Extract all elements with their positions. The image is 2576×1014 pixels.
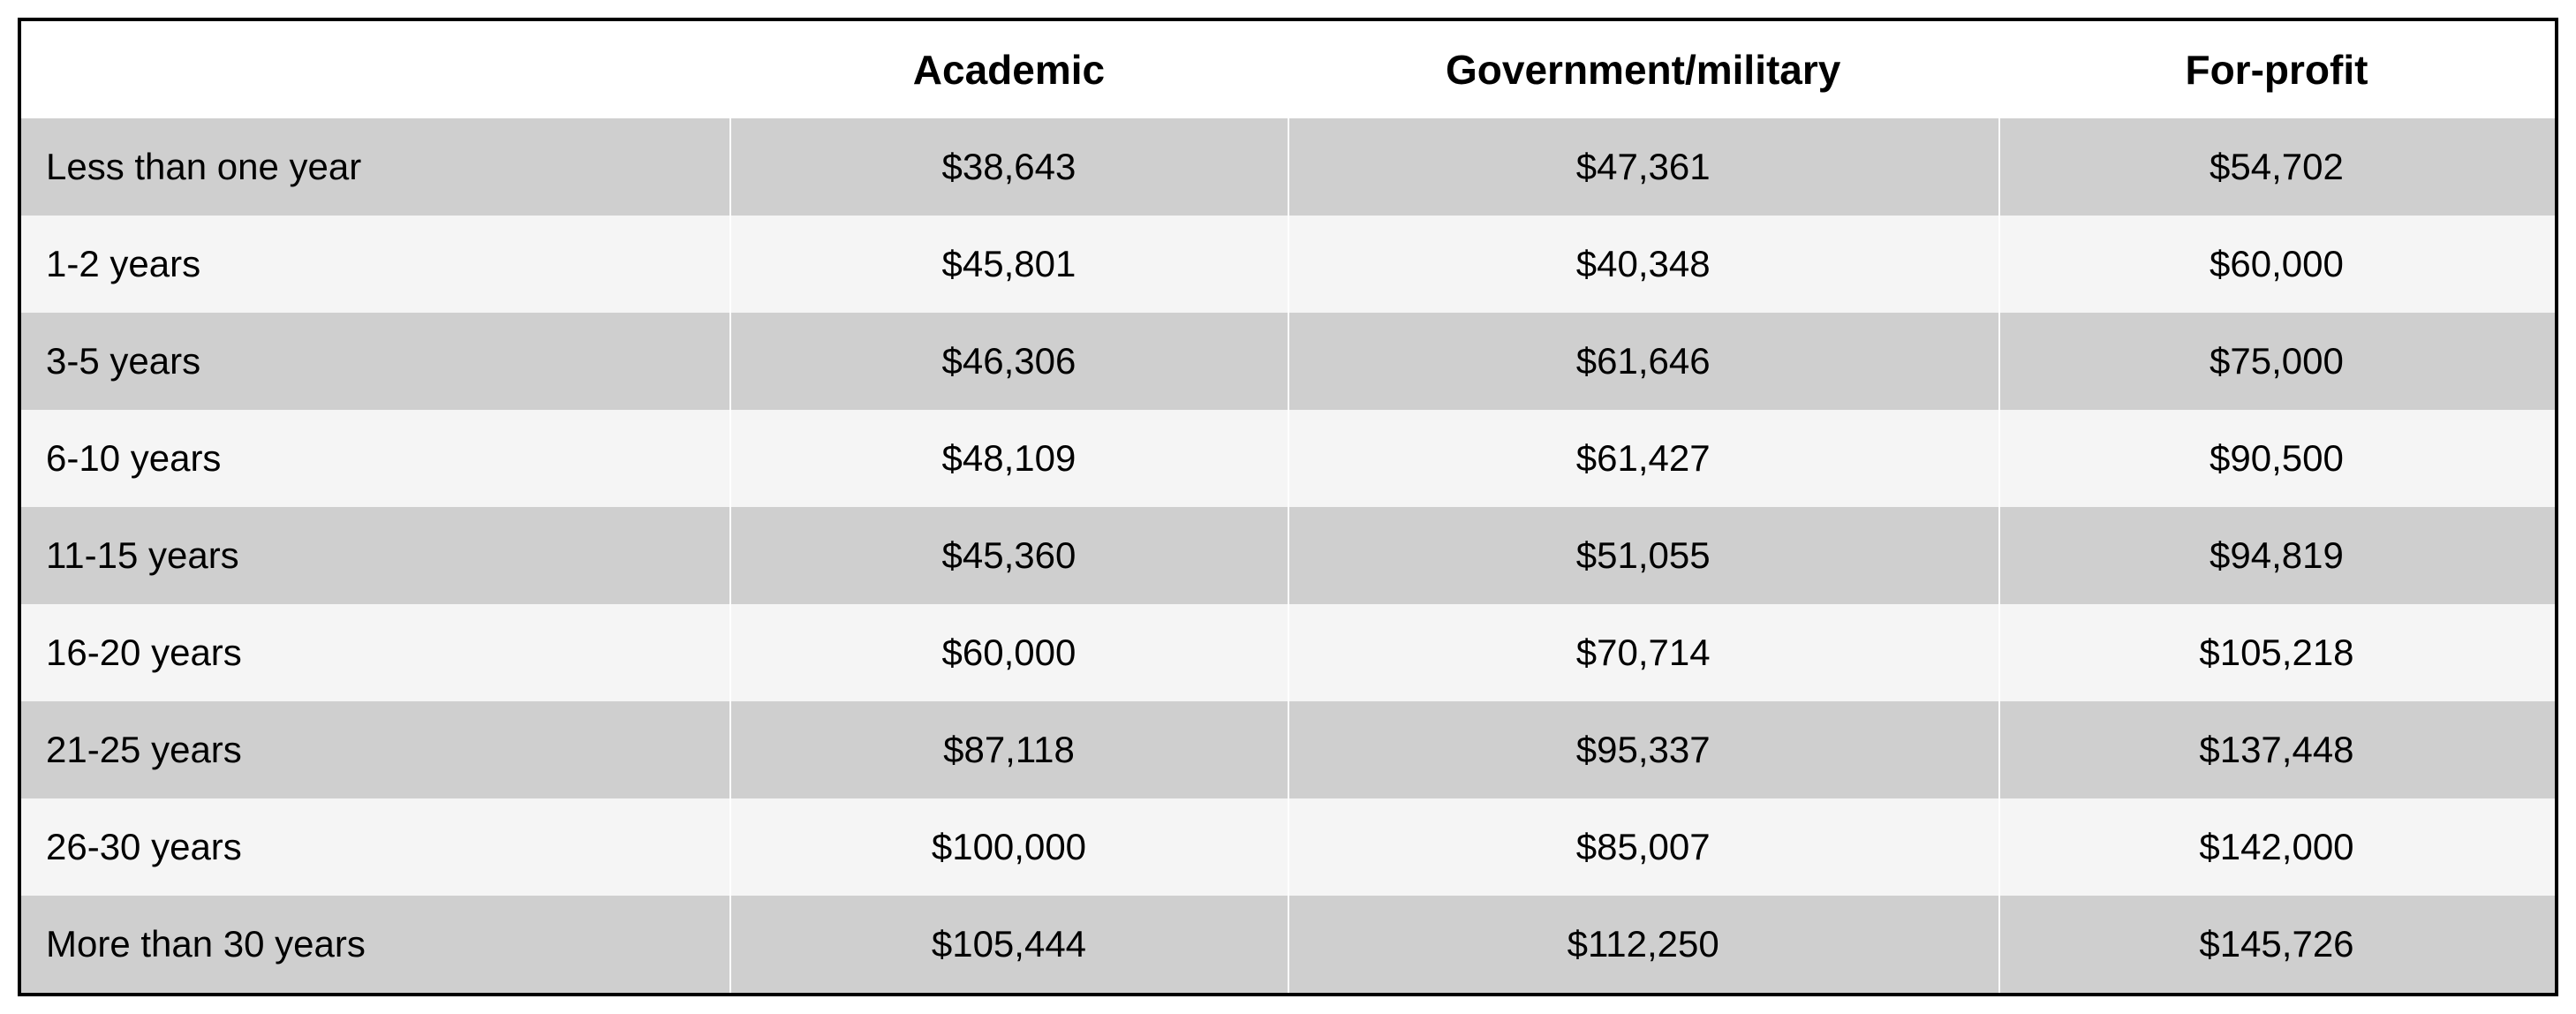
cell-forprofit: $90,500 — [1998, 410, 2557, 507]
cell-academic: $45,801 — [729, 216, 1288, 313]
cell-forprofit: $60,000 — [1998, 216, 2557, 313]
table-body: Less than one year $38,643 $47,361 $54,7… — [19, 118, 2557, 995]
cell-forprofit: $137,448 — [1998, 701, 2557, 798]
table-header-row: Academic Government/military For-profit — [19, 19, 2557, 118]
cell-govmil: $61,646 — [1288, 313, 1998, 410]
col-header-academic: Academic — [729, 19, 1288, 118]
row-label: 16-20 years — [19, 604, 729, 701]
cell-academic: $46,306 — [729, 313, 1288, 410]
cell-govmil: $47,361 — [1288, 118, 1998, 216]
table-row: 26-30 years $100,000 $85,007 $142,000 — [19, 798, 2557, 896]
cell-academic: $100,000 — [729, 798, 1288, 896]
cell-forprofit: $105,218 — [1998, 604, 2557, 701]
row-label: 6-10 years — [19, 410, 729, 507]
cell-govmil: $61,427 — [1288, 410, 1998, 507]
cell-govmil: $51,055 — [1288, 507, 1998, 604]
col-header-forprofit: For-profit — [1998, 19, 2557, 118]
cell-academic: $105,444 — [729, 896, 1288, 995]
table-row: 11-15 years $45,360 $51,055 $94,819 — [19, 507, 2557, 604]
cell-govmil: $95,337 — [1288, 701, 1998, 798]
col-header-blank — [19, 19, 729, 118]
table-row: Less than one year $38,643 $47,361 $54,7… — [19, 118, 2557, 216]
cell-govmil: $112,250 — [1288, 896, 1998, 995]
row-label: 3-5 years — [19, 313, 729, 410]
col-header-government: Government/military — [1288, 19, 1998, 118]
row-label: 1-2 years — [19, 216, 729, 313]
cell-forprofit: $75,000 — [1998, 313, 2557, 410]
cell-academic: $38,643 — [729, 118, 1288, 216]
table-row: More than 30 years $105,444 $112,250 $14… — [19, 896, 2557, 995]
cell-forprofit: $54,702 — [1998, 118, 2557, 216]
cell-forprofit: $142,000 — [1998, 798, 2557, 896]
table-row: 6-10 years $48,109 $61,427 $90,500 — [19, 410, 2557, 507]
cell-forprofit: $145,726 — [1998, 896, 2557, 995]
cell-govmil: $70,714 — [1288, 604, 1998, 701]
cell-govmil: $40,348 — [1288, 216, 1998, 313]
cell-forprofit: $94,819 — [1998, 507, 2557, 604]
cell-academic: $45,360 — [729, 507, 1288, 604]
cell-academic: $48,109 — [729, 410, 1288, 507]
cell-govmil: $85,007 — [1288, 798, 1998, 896]
table-row: 21-25 years $87,118 $95,337 $137,448 — [19, 701, 2557, 798]
row-label: 21-25 years — [19, 701, 729, 798]
table-row: 1-2 years $45,801 $40,348 $60,000 — [19, 216, 2557, 313]
row-label: 11-15 years — [19, 507, 729, 604]
table-row: 16-20 years $60,000 $70,714 $105,218 — [19, 604, 2557, 701]
row-label: More than 30 years — [19, 896, 729, 995]
row-label: 26-30 years — [19, 798, 729, 896]
row-label: Less than one year — [19, 118, 729, 216]
salary-table: Academic Government/military For-profit … — [18, 18, 2558, 996]
cell-academic: $87,118 — [729, 701, 1288, 798]
table-row: 3-5 years $46,306 $61,646 $75,000 — [19, 313, 2557, 410]
cell-academic: $60,000 — [729, 604, 1288, 701]
